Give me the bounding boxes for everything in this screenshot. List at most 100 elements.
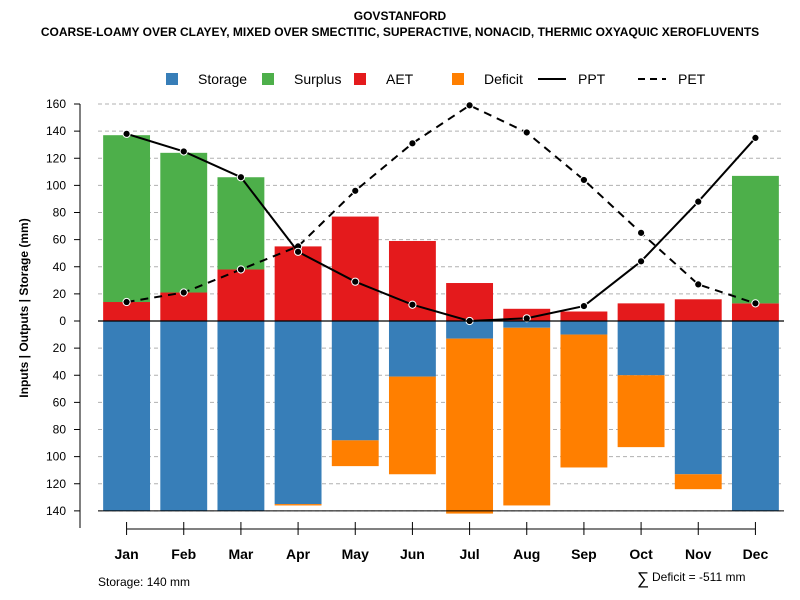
ppt-point-jun <box>408 300 417 309</box>
storage-bar-jan <box>103 321 151 511</box>
ppt-point-nov <box>694 197 703 206</box>
storage-bar-jun <box>388 321 436 377</box>
y-tick-label: 40 <box>53 368 67 382</box>
surplus-bar-jan <box>103 135 151 303</box>
x-tick-label-may: May <box>342 546 369 562</box>
ppt-point-oct <box>636 257 646 266</box>
ppt-point-feb <box>179 147 188 156</box>
aet-bar-dec <box>731 303 779 321</box>
x-tick-label-jul: Jul <box>459 546 479 562</box>
pet-point-mar <box>236 265 246 274</box>
aet-bar-feb <box>160 292 208 321</box>
storage-bar-oct <box>617 321 665 376</box>
deficit-bar-may <box>331 440 379 467</box>
deficit-bar-jul <box>446 338 494 514</box>
storage-bar-aug <box>503 321 551 328</box>
aet-bar-apr <box>274 246 322 321</box>
storage-bar-mar <box>217 321 265 511</box>
legend-label-ppt: PPT <box>578 71 606 87</box>
legend-label-aet: AET <box>386 71 414 87</box>
pet-point-feb <box>179 288 188 297</box>
chart-title: GOVSTANFORD <box>354 9 447 23</box>
x-tick-label-sep: Sep <box>571 546 597 562</box>
y-tick-label: 20 <box>53 341 67 355</box>
pet-point-jun <box>408 139 417 148</box>
x-tick-label-jan: Jan <box>115 546 139 562</box>
aet-bar-sep <box>560 311 608 321</box>
storage-bar-jul <box>446 321 494 339</box>
ppt-point-mar <box>236 173 246 182</box>
storage-note: Storage: 140 mm <box>98 575 190 589</box>
x-tick-label-mar: Mar <box>228 546 253 562</box>
legend-label-storage: Storage <box>198 71 247 87</box>
y-tick-label: 140 <box>46 504 66 518</box>
legend-swatch-surplus <box>262 73 274 85</box>
lines-group <box>122 101 760 326</box>
legend-label-pet: PET <box>678 71 706 87</box>
storage-bar-feb <box>160 321 208 511</box>
ppt-line <box>126 132 757 323</box>
ppt-point-dec <box>751 133 760 143</box>
legend-swatch-aet <box>354 73 366 85</box>
sigma-icon: ∑ <box>637 569 649 588</box>
aet-bar-jul <box>446 283 494 321</box>
pet-point-dec <box>751 299 760 308</box>
deficit-bar-apr <box>274 504 322 506</box>
deficit-bar-sep <box>560 334 608 468</box>
axes-group: 160 140 120 100 80 60 40 20 0 20 40 60 80 100 120 140 Ja… <box>46 97 784 562</box>
legend-swatch-deficit <box>452 73 464 85</box>
storage-bar-dec <box>731 321 779 511</box>
ppt-point-may <box>351 277 360 286</box>
aet-bar-mar <box>217 269 265 321</box>
aet-bar-oct <box>617 303 665 321</box>
storage-bar-may <box>331 321 379 441</box>
storage-bar-sep <box>560 321 608 335</box>
bars-group <box>103 135 779 514</box>
deficit-bar-aug <box>503 327 551 506</box>
pet-point-jan <box>122 297 131 307</box>
storage-bar-nov <box>674 321 722 475</box>
y-tick-label: 160 <box>46 97 66 111</box>
chart-subtitle: COARSE-LOAMY OVER CLAYEY, MIXED OVER SME… <box>41 25 759 39</box>
aet-bar-nov <box>674 299 722 321</box>
ppt-point-apr <box>293 247 303 256</box>
y-tick-label: 20 <box>53 287 67 301</box>
surplus-bar-mar <box>217 177 265 270</box>
deficit-bar-nov <box>674 474 722 490</box>
surplus-bar-dec <box>731 175 779 304</box>
x-tick-label-oct: Oct <box>629 546 653 562</box>
y-tick-label: 100 <box>46 450 66 464</box>
pet-point-nov <box>694 280 703 289</box>
surplus-bar-feb <box>160 152 208 293</box>
pet-point-aug <box>522 128 531 137</box>
deficit-note: Deficit = -511 mm <box>652 570 745 584</box>
legend-swatch-storage <box>166 73 178 85</box>
x-tick-label-jun: Jun <box>400 546 425 562</box>
y-axis-title: Inputs | Outputs | Storage (mm) <box>17 218 31 397</box>
legend-label-surplus: Surplus <box>294 71 341 87</box>
y-tick-label: 120 <box>46 477 66 491</box>
pet-point-may <box>351 186 360 195</box>
y-tick-label: 120 <box>46 151 66 165</box>
x-tick-label-aug: Aug <box>513 546 540 562</box>
y-tick-label: 80 <box>53 423 67 437</box>
x-tick-label-nov: Nov <box>685 546 712 562</box>
legend-label-deficit: Deficit <box>484 71 523 87</box>
pet-line <box>126 104 756 305</box>
aet-bar-jan <box>103 302 151 321</box>
ppt-point-aug <box>522 314 531 323</box>
pet-point-jul <box>465 101 474 110</box>
deficit-bar-oct <box>617 375 665 448</box>
deficit-bar-jun <box>388 376 436 475</box>
y-tick-label: 100 <box>46 178 66 192</box>
x-tick-label-apr: Apr <box>286 546 311 562</box>
y-tick-label: 40 <box>53 260 67 274</box>
y-tick-label: 140 <box>46 124 66 138</box>
y-tick-label: 60 <box>53 233 67 247</box>
y-tick-label: 60 <box>53 395 67 409</box>
storage-bar-apr <box>274 321 322 505</box>
pet-point-sep <box>579 175 589 185</box>
y-tick-label: 80 <box>53 206 67 220</box>
y-tick-label: 0 <box>59 314 66 328</box>
pet-point-oct <box>636 228 646 237</box>
